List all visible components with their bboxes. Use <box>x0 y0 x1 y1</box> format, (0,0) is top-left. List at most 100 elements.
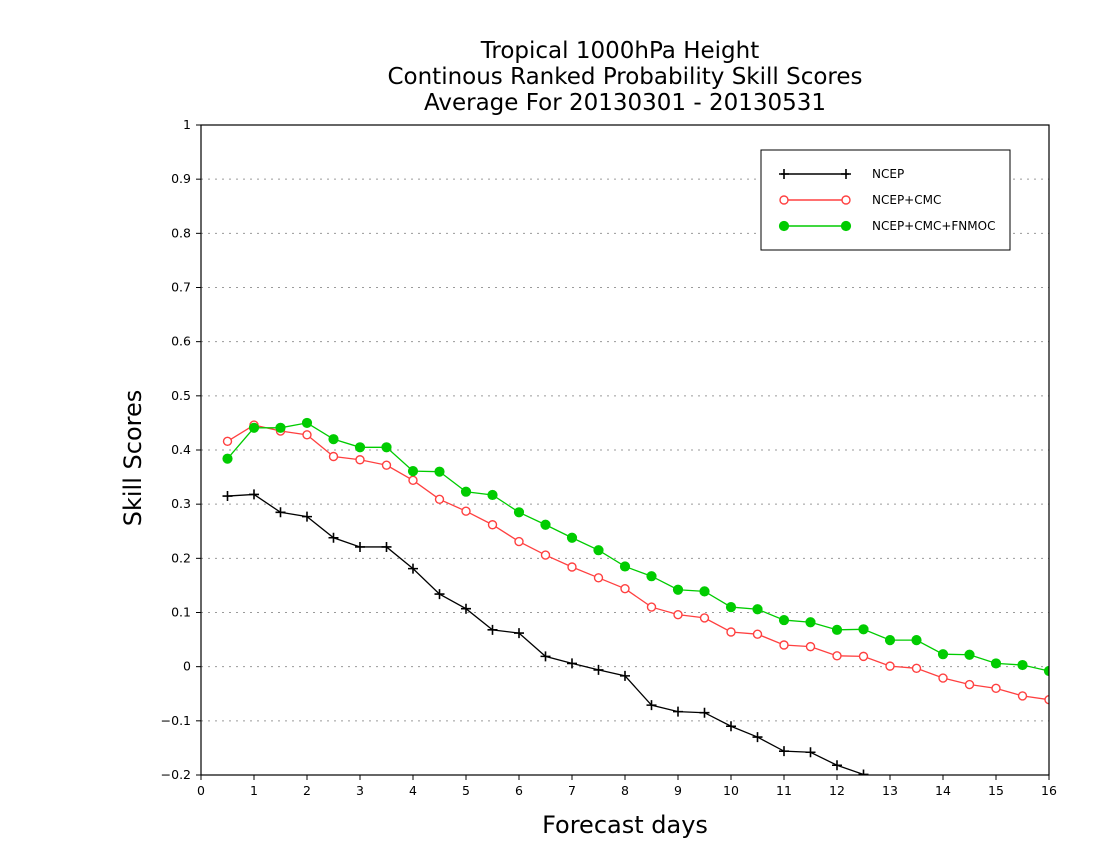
data-point-filled-circle <box>381 442 392 453</box>
x-tick-label: 10 <box>723 783 739 798</box>
data-point-open-circle <box>779 640 789 650</box>
data-point-filled-circle <box>248 422 260 433</box>
y-tick-label: 0.8 <box>171 225 191 240</box>
x-tick-label: 11 <box>776 783 792 798</box>
y-tick-label: 0 <box>183 659 191 674</box>
data-point-plus <box>1044 846 1054 850</box>
legend-entry: NCEP+CMC+FNMOC <box>778 219 995 233</box>
x-tick-label: 12 <box>829 783 845 798</box>
legend: NCEP NCEP+CMC NCEP+CMC+FNMOC <box>760 149 1011 251</box>
data-point-filled-circle <box>222 453 233 464</box>
series-line <box>227 422 1049 672</box>
series-ncep-cmc <box>222 420 1049 705</box>
data-point-open-circle <box>567 562 577 572</box>
data-point-open-circle <box>911 663 922 673</box>
data-point-plus <box>938 803 948 813</box>
data-point-filled-circle <box>328 434 339 445</box>
data-point-open-circle <box>752 629 763 639</box>
data-point-plus <box>965 813 975 823</box>
data-point-open-circle <box>540 550 551 560</box>
title-line-3: Average For 20130301 - 20130531 <box>424 90 826 116</box>
x-tick-label: 6 <box>515 783 523 798</box>
data-point-filled-circle <box>778 614 790 626</box>
data-point-open-circle <box>938 673 948 683</box>
data-point-filled-circle <box>699 586 710 597</box>
data-point-filled-circle <box>964 649 975 660</box>
data-point-plus <box>841 169 851 179</box>
data-point-filled-circle <box>460 486 472 497</box>
data-point-filled-circle <box>434 466 445 477</box>
data-point-filled-circle <box>831 624 843 635</box>
data-point-plus <box>991 824 1001 834</box>
series-line <box>227 424 1049 701</box>
data-point-filled-circle <box>937 649 949 660</box>
chart-title: Tropical 1000hPa Height Continous Ranked… <box>387 38 862 116</box>
data-point-open-circle <box>885 661 895 671</box>
legend-label: NCEP <box>872 167 904 181</box>
data-point-filled-circle <box>1017 659 1028 671</box>
data-point-plus <box>699 707 710 718</box>
data-point-open-circle <box>858 651 869 662</box>
data-point-plus <box>593 664 604 675</box>
title-line-2: Continous Ranked Probability Skill Score… <box>387 64 862 90</box>
data-point-plus <box>540 651 551 662</box>
data-point-filled-circle <box>593 545 604 556</box>
data-point-filled-circle <box>752 604 763 615</box>
x-tick-label: 16 <box>1041 783 1057 798</box>
legend-label: NCEP+CMC <box>872 193 941 207</box>
plot-series <box>222 417 1054 850</box>
x-tick-label: 15 <box>988 783 1004 798</box>
data-point-open-circle <box>408 475 418 486</box>
gridlines <box>201 178 1049 722</box>
data-point-filled-circle <box>840 220 852 232</box>
data-point-filled-circle <box>566 532 578 543</box>
data-point-filled-circle <box>646 571 657 582</box>
x-tick-label: 3 <box>356 783 364 798</box>
legend-label: NCEP+CMC+FNMOC <box>872 219 995 233</box>
y-axis-title: Skill Scores <box>119 390 147 527</box>
data-point-open-circle <box>355 455 365 465</box>
x-tick-label: 9 <box>674 783 682 798</box>
data-point-plus <box>567 658 577 669</box>
data-point-plus <box>381 541 392 552</box>
y-tick-label: 0.1 <box>171 605 191 620</box>
data-point-plus <box>646 700 657 711</box>
data-point-filled-circle <box>778 220 790 232</box>
x-tick-label: 1 <box>250 783 258 798</box>
data-point-filled-circle <box>990 658 1002 669</box>
data-point-filled-circle <box>354 442 366 453</box>
data-point-filled-circle <box>275 422 286 433</box>
data-point-filled-circle <box>911 635 922 646</box>
data-point-open-circle <box>726 627 736 637</box>
data-point-filled-circle <box>487 489 498 501</box>
x-tick-label: 0 <box>197 783 205 798</box>
data-point-plus <box>832 760 842 771</box>
y-tick-label: 1 <box>183 117 191 132</box>
data-point-plus <box>912 792 922 802</box>
axis-ticks: −0.2−0.100.10.20.30.40.50.60.70.80.910 1 2… <box>161 117 1057 798</box>
data-point-filled-circle <box>858 624 869 635</box>
data-point-plus <box>726 721 736 732</box>
data-point-open-circle <box>593 573 604 583</box>
data-point-open-circle <box>620 583 630 594</box>
data-point-open-circle <box>646 602 657 612</box>
data-point-filled-circle <box>301 417 313 429</box>
data-point-filled-circle <box>619 561 631 572</box>
y-tick-label: 0.6 <box>171 334 191 349</box>
data-point-filled-circle <box>884 635 896 646</box>
x-tick-label: 13 <box>882 783 898 798</box>
series-ncep <box>222 489 1054 850</box>
x-tick-label: 7 <box>568 783 576 798</box>
x-tick-label: 5 <box>462 783 470 798</box>
data-point-open-circle <box>991 683 1001 694</box>
data-point-plus <box>1018 835 1028 845</box>
legend-entry: NCEP <box>779 167 904 181</box>
data-point-plus <box>222 491 233 502</box>
data-point-filled-circle <box>672 584 684 595</box>
x-tick-label: 8 <box>621 783 629 798</box>
data-point-plus <box>302 511 312 522</box>
data-point-open-circle <box>779 195 789 205</box>
y-tick-label: 0.2 <box>171 550 191 565</box>
data-point-plus <box>805 747 816 758</box>
